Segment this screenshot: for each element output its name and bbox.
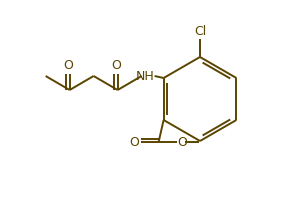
Text: NH: NH bbox=[136, 70, 154, 83]
Text: O: O bbox=[112, 59, 122, 72]
Text: O: O bbox=[129, 136, 139, 149]
Text: Cl: Cl bbox=[194, 25, 206, 38]
Text: O: O bbox=[178, 136, 187, 149]
Text: O: O bbox=[64, 59, 74, 72]
